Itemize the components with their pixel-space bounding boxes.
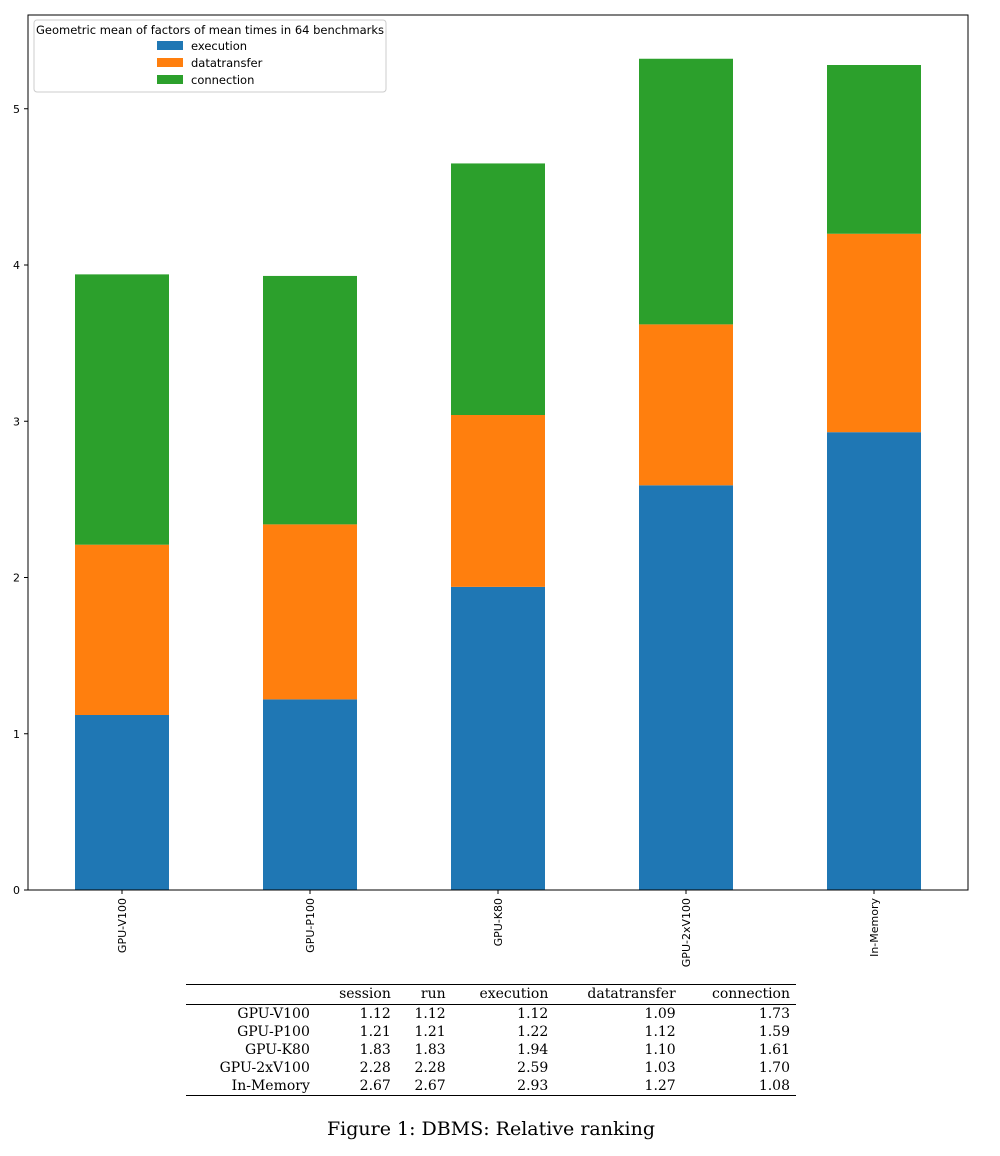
- y-tick-label: 5: [13, 103, 20, 116]
- table-cell: 1.61: [758, 1042, 790, 1058]
- bar-gpu-2xv100-execution: [639, 485, 733, 890]
- table-cell: 2.67: [396, 1077, 452, 1096]
- results-table: session run execution datatransfer connectio…: [186, 984, 796, 1096]
- y-tick-label: 1: [13, 728, 20, 741]
- row-label: GPU-P100: [237, 1024, 310, 1040]
- table-cell: 1.09: [644, 1006, 676, 1022]
- table-cell: 2.93: [451, 1077, 555, 1096]
- table-cell: 2.28: [359, 1060, 391, 1076]
- x-tick-label-in-memory: In-Memory: [868, 898, 881, 957]
- legend-label-execution: execution: [191, 39, 247, 53]
- stacked-bar-chart: 0 1 2 3 4 5 GPU-V100 GPU-P100 GPU-K80 GPU-2xV100…: [13, 14, 969, 967]
- table-row: GPU-K80 1.83 1.83 1.94 1.10 1.61: [186, 1041, 796, 1059]
- table-cell: 1.10: [644, 1042, 676, 1058]
- row-label: GPU-K80: [244, 1042, 310, 1058]
- plot-frame: [27, 14, 969, 891]
- bar-in-memory-execution: [827, 432, 921, 890]
- row-label: GPU-V100: [237, 1006, 310, 1022]
- table-cell: 1.59: [758, 1024, 790, 1040]
- y-tick-label: 4: [13, 259, 20, 272]
- table-cell: 2.59: [517, 1060, 549, 1076]
- table-cell: 1.21: [414, 1024, 446, 1040]
- bar-gpu-k80-connection: [451, 163, 545, 415]
- table-cell: 2.67: [315, 1077, 397, 1096]
- legend: Geometric mean of factors of mean times …: [33, 19, 387, 93]
- bar-gpu-v100-connection: [75, 274, 169, 545]
- column-header-execution: execution: [451, 984, 555, 1005]
- column-header-run: run: [396, 984, 452, 1005]
- table-cell: 1.12: [359, 1006, 391, 1022]
- table-body: GPU-V100 1.12 1.12 1.12 1.09 1.73 GPU-P100 1.21…: [186, 1005, 796, 1096]
- legend-swatch-connection: [157, 75, 183, 84]
- bar-gpu-p100-execution: [263, 699, 357, 890]
- legend-label-datatransfer: datatransfer: [191, 56, 263, 70]
- table-cell: 1.94: [517, 1042, 549, 1058]
- y-tick-label: 2: [13, 572, 20, 585]
- table-cell: 1.12: [517, 1006, 549, 1022]
- bar-gpu-k80-datatransfer: [451, 415, 545, 587]
- x-tick-label-gpu-k80: GPU-K80: [492, 898, 505, 946]
- table-cell: 1.27: [554, 1077, 682, 1096]
- row-label: In-Memory: [186, 1077, 316, 1096]
- legend-label-connection: connection: [191, 73, 254, 87]
- x-tick-label-gpu-2xv100: GPU-2xV100: [680, 898, 693, 967]
- column-header-session: session: [315, 984, 397, 1005]
- bar-gpu-p100-connection: [263, 275, 357, 525]
- y-tick-label: 0: [13, 884, 20, 897]
- legend-swatch-execution: [157, 41, 183, 50]
- table-cell: 1.21: [359, 1024, 391, 1040]
- y-tick-label: 3: [13, 415, 20, 428]
- table-cell: 1.83: [414, 1042, 446, 1058]
- x-tick-label-gpu-p100: GPU-P100: [304, 898, 317, 953]
- bar-gpu-v100-execution: [75, 715, 169, 890]
- table-cell: 1.70: [758, 1060, 790, 1076]
- legend-box: [33, 19, 387, 93]
- table-cell: 1.12: [414, 1006, 446, 1022]
- x-tick-label-gpu-v100: GPU-V100: [116, 898, 129, 953]
- bar-gpu-2xv100-datatransfer: [639, 324, 733, 486]
- table-cell: 1.03: [644, 1060, 676, 1076]
- x-axis: GPU-V100 GPU-P100 GPU-K80 GPU-2xV100 In-Memo…: [116, 890, 881, 967]
- row-label: GPU-2xV100: [219, 1060, 310, 1076]
- table-row: GPU-2xV100 2.28 2.28 2.59 1.03 1.70: [186, 1059, 796, 1077]
- bar-gpu-p100-datatransfer: [263, 524, 357, 700]
- table-row: In-Memory 2.67 2.67 2.93 1.27 1.08: [186, 1077, 796, 1096]
- table-cell: 2.28: [414, 1060, 446, 1076]
- table-row: GPU-P100 1.21 1.21 1.22 1.12 1.59: [186, 1023, 796, 1041]
- bar-in-memory-datatransfer: [827, 233, 921, 433]
- y-axis: 0 1 2 3 4 5: [13, 103, 28, 897]
- table-row: GPU-V100 1.12 1.12 1.12 1.09 1.73: [186, 1005, 796, 1024]
- table-cell: 1.22: [517, 1024, 549, 1040]
- column-header-label: [186, 984, 316, 1005]
- figure-caption: Figure 1: DBMS: Relative ranking: [327, 1118, 655, 1140]
- legend-title: Geometric mean of factors of mean times …: [36, 23, 384, 37]
- table-cell: 1.83: [359, 1042, 391, 1058]
- bar-gpu-k80-execution: [451, 586, 545, 890]
- bar-gpu-2xv100-connection: [639, 58, 733, 325]
- bars-layer: [75, 58, 921, 890]
- table-cell: 1.12: [644, 1024, 676, 1040]
- column-header-datatransfer: datatransfer: [554, 984, 682, 1005]
- column-header-connection: connection: [681, 984, 796, 1005]
- table-cell: 1.73: [758, 1006, 790, 1022]
- legend-swatch-datatransfer: [157, 58, 183, 67]
- table-header-row: session run execution datatransfer connectio…: [186, 984, 796, 1005]
- table-cell: 1.08: [681, 1077, 796, 1096]
- bar-gpu-v100-datatransfer: [75, 544, 169, 715]
- bar-in-memory-connection: [827, 65, 921, 234]
